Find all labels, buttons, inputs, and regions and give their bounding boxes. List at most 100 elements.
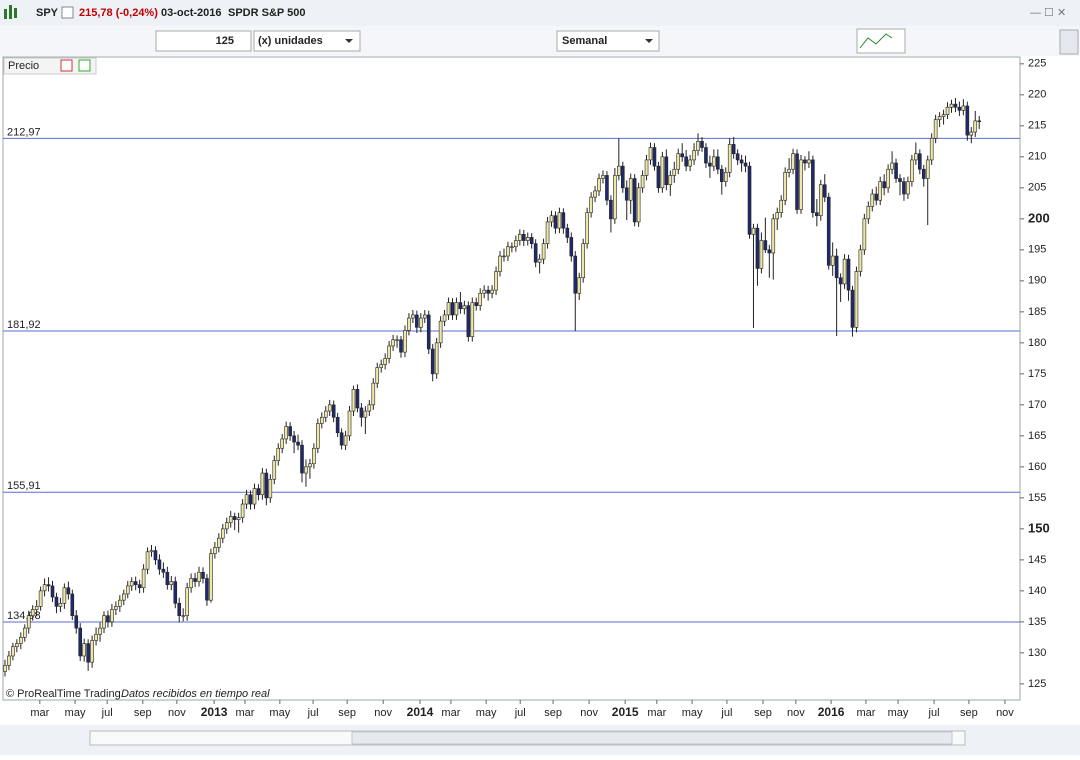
candle-body [894, 162, 898, 179]
x-tick-label: sep [544, 707, 562, 719]
candle-body [937, 116, 942, 120]
title-bar [0, 0, 1080, 26]
icon[interactable] [61, 6, 74, 19]
status: Datos recibidos en tiempo real [121, 688, 270, 700]
candle-body [339, 432, 344, 446]
candle-body [54, 596, 59, 607]
candle-body [850, 289, 855, 328]
candle-body [316, 423, 320, 449]
y-tick-label: 170 [1028, 399, 1046, 411]
level-label: 181,92 [7, 319, 41, 331]
level-label: 134,98 [7, 610, 41, 622]
x-tick-label: nov [168, 707, 186, 719]
scroll-thumb[interactable] [351, 731, 953, 745]
x-tick-label: sep [338, 707, 356, 719]
candle-body [898, 178, 902, 182]
candle-body [363, 410, 368, 418]
plot-area [2, 56, 1021, 701]
candle-body [446, 302, 451, 316]
candle-body [244, 494, 249, 505]
candle-body [19, 637, 23, 644]
candle-body [442, 314, 447, 322]
icon[interactable] [60, 59, 73, 72]
candle-body [862, 218, 867, 251]
candle-body [70, 593, 75, 616]
candle-body [890, 162, 894, 170]
candle-body [549, 215, 554, 223]
units-select[interactable] [253, 30, 361, 52]
candle-body [521, 234, 526, 241]
candle-body [763, 240, 768, 251]
y-tick-label: 135 [1028, 616, 1046, 628]
candle-body [177, 602, 182, 616]
candle-body [716, 156, 720, 170]
icon[interactable] [78, 59, 91, 72]
candle-body [331, 404, 336, 418]
icon [859, 33, 893, 49]
candle-body [260, 472, 265, 496]
candle-body [323, 410, 328, 418]
candle-body [450, 302, 455, 316]
x-tick-label: 2014 [407, 705, 434, 719]
window-control[interactable]: — ☐ ✕ [1030, 7, 1066, 19]
units-label[interactable]: (x) unidades [258, 35, 323, 47]
candle-body [42, 584, 47, 592]
candle-body [620, 165, 625, 189]
candle-body [775, 212, 780, 220]
candle-body [209, 553, 213, 601]
candle-body [771, 218, 776, 254]
candle-body [3, 664, 7, 672]
candle-body [86, 643, 90, 663]
candle-body [197, 571, 201, 582]
candle-body [157, 559, 162, 570]
candle-body [692, 150, 696, 161]
candle-body [165, 571, 170, 585]
candle-body [822, 184, 827, 198]
candle-body [351, 389, 356, 412]
candle-body [945, 106, 950, 115]
candle-body [201, 571, 205, 579]
candle-body [458, 302, 463, 310]
candle-body [826, 196, 831, 266]
y-tick-label: 180 [1028, 337, 1046, 349]
candle-body [624, 187, 629, 201]
candle-body [300, 444, 304, 474]
candle-body [696, 141, 700, 151]
candle-body [739, 159, 744, 164]
candle-body [672, 168, 677, 176]
candle-body [118, 599, 122, 607]
indicator-button[interactable] [856, 28, 906, 54]
candle-body [205, 578, 209, 601]
candle-body [953, 103, 958, 108]
candle-body [652, 147, 657, 167]
candle-body [30, 609, 35, 616]
x-tick-label: 2016 [818, 705, 845, 719]
candle-body [173, 581, 178, 604]
candle-body [807, 159, 811, 164]
candle-body [62, 587, 67, 604]
candle-body [264, 472, 269, 499]
candle-body [533, 243, 538, 263]
candle-body [236, 517, 241, 520]
candle-body [185, 587, 189, 616]
candle-body [644, 159, 649, 176]
y-tick-label: 225 [1028, 58, 1046, 70]
period[interactable]: Semanal [562, 35, 607, 47]
candle-body [902, 181, 906, 195]
period-select[interactable] [556, 30, 660, 52]
candle-body [597, 178, 601, 192]
candle-body [462, 305, 467, 310]
legend [3, 57, 97, 75]
candle-body [561, 212, 566, 229]
units-value[interactable]: 125 [216, 35, 234, 47]
side-button[interactable] [1059, 29, 1079, 55]
candle-body [712, 156, 716, 167]
candle-body [15, 643, 19, 647]
candle-body [141, 568, 146, 589]
candle-body [882, 181, 886, 189]
icon [14, 8, 17, 18]
candle-body [256, 488, 261, 496]
candle-body [684, 156, 688, 167]
units-input[interactable] [155, 30, 252, 52]
candle-body [799, 159, 803, 210]
